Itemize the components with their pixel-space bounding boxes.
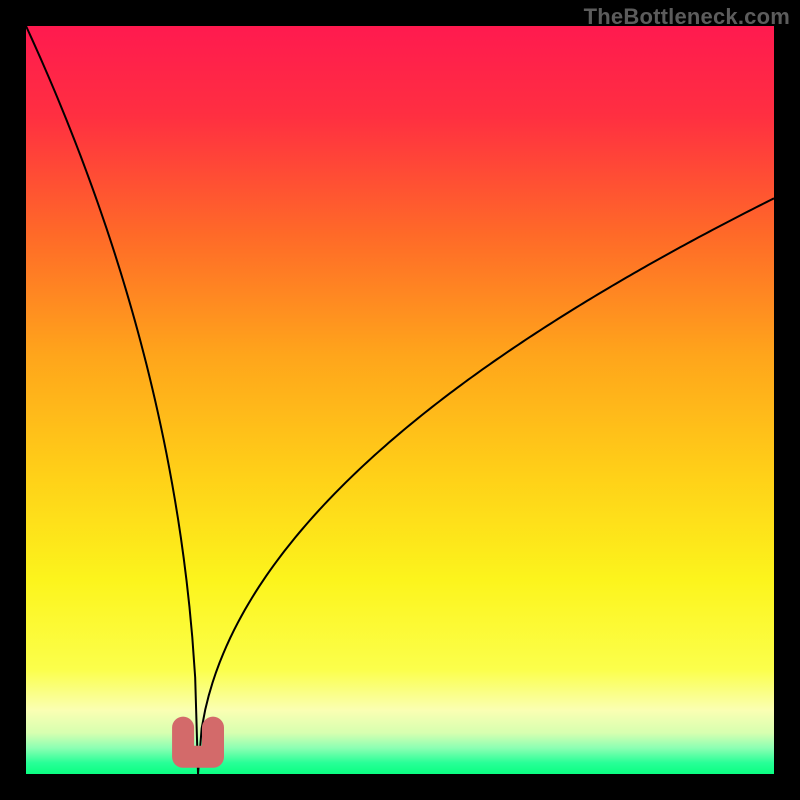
chart-stage: TheBottleneck.com	[0, 0, 800, 800]
bottleneck-chart	[0, 0, 800, 800]
gradient-background	[26, 26, 774, 774]
watermark-text: TheBottleneck.com	[584, 4, 790, 30]
